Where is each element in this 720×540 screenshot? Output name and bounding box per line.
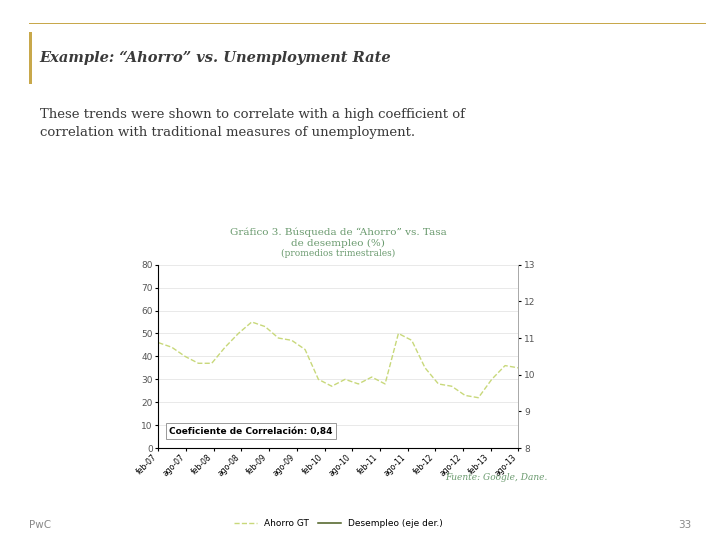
Text: Fuente: Google, Dane.: Fuente: Google, Dane. <box>445 474 547 482</box>
Text: Example: “Ahorro” vs. Unemployment Rate: Example: “Ahorro” vs. Unemployment Rate <box>40 51 391 65</box>
Text: 33: 33 <box>678 520 691 530</box>
Text: Gráfico 3. Búsqueda de “Ahorro” vs. Tasa: Gráfico 3. Búsqueda de “Ahorro” vs. Tasa <box>230 227 447 237</box>
Text: de desempleo (%): de desempleo (%) <box>292 239 385 248</box>
Text: (promedios trimestrales): (promedios trimestrales) <box>282 249 395 258</box>
Text: Coeficiente de Correlación: 0,84: Coeficiente de Correlación: 0,84 <box>169 427 333 436</box>
Legend: Ahorro GT, Desempleo (eje der.): Ahorro GT, Desempleo (eje der.) <box>230 516 446 532</box>
Text: PwC: PwC <box>29 520 51 530</box>
Text: These trends were shown to correlate with a high coefficient of
correlation with: These trends were shown to correlate wit… <box>40 108 464 139</box>
